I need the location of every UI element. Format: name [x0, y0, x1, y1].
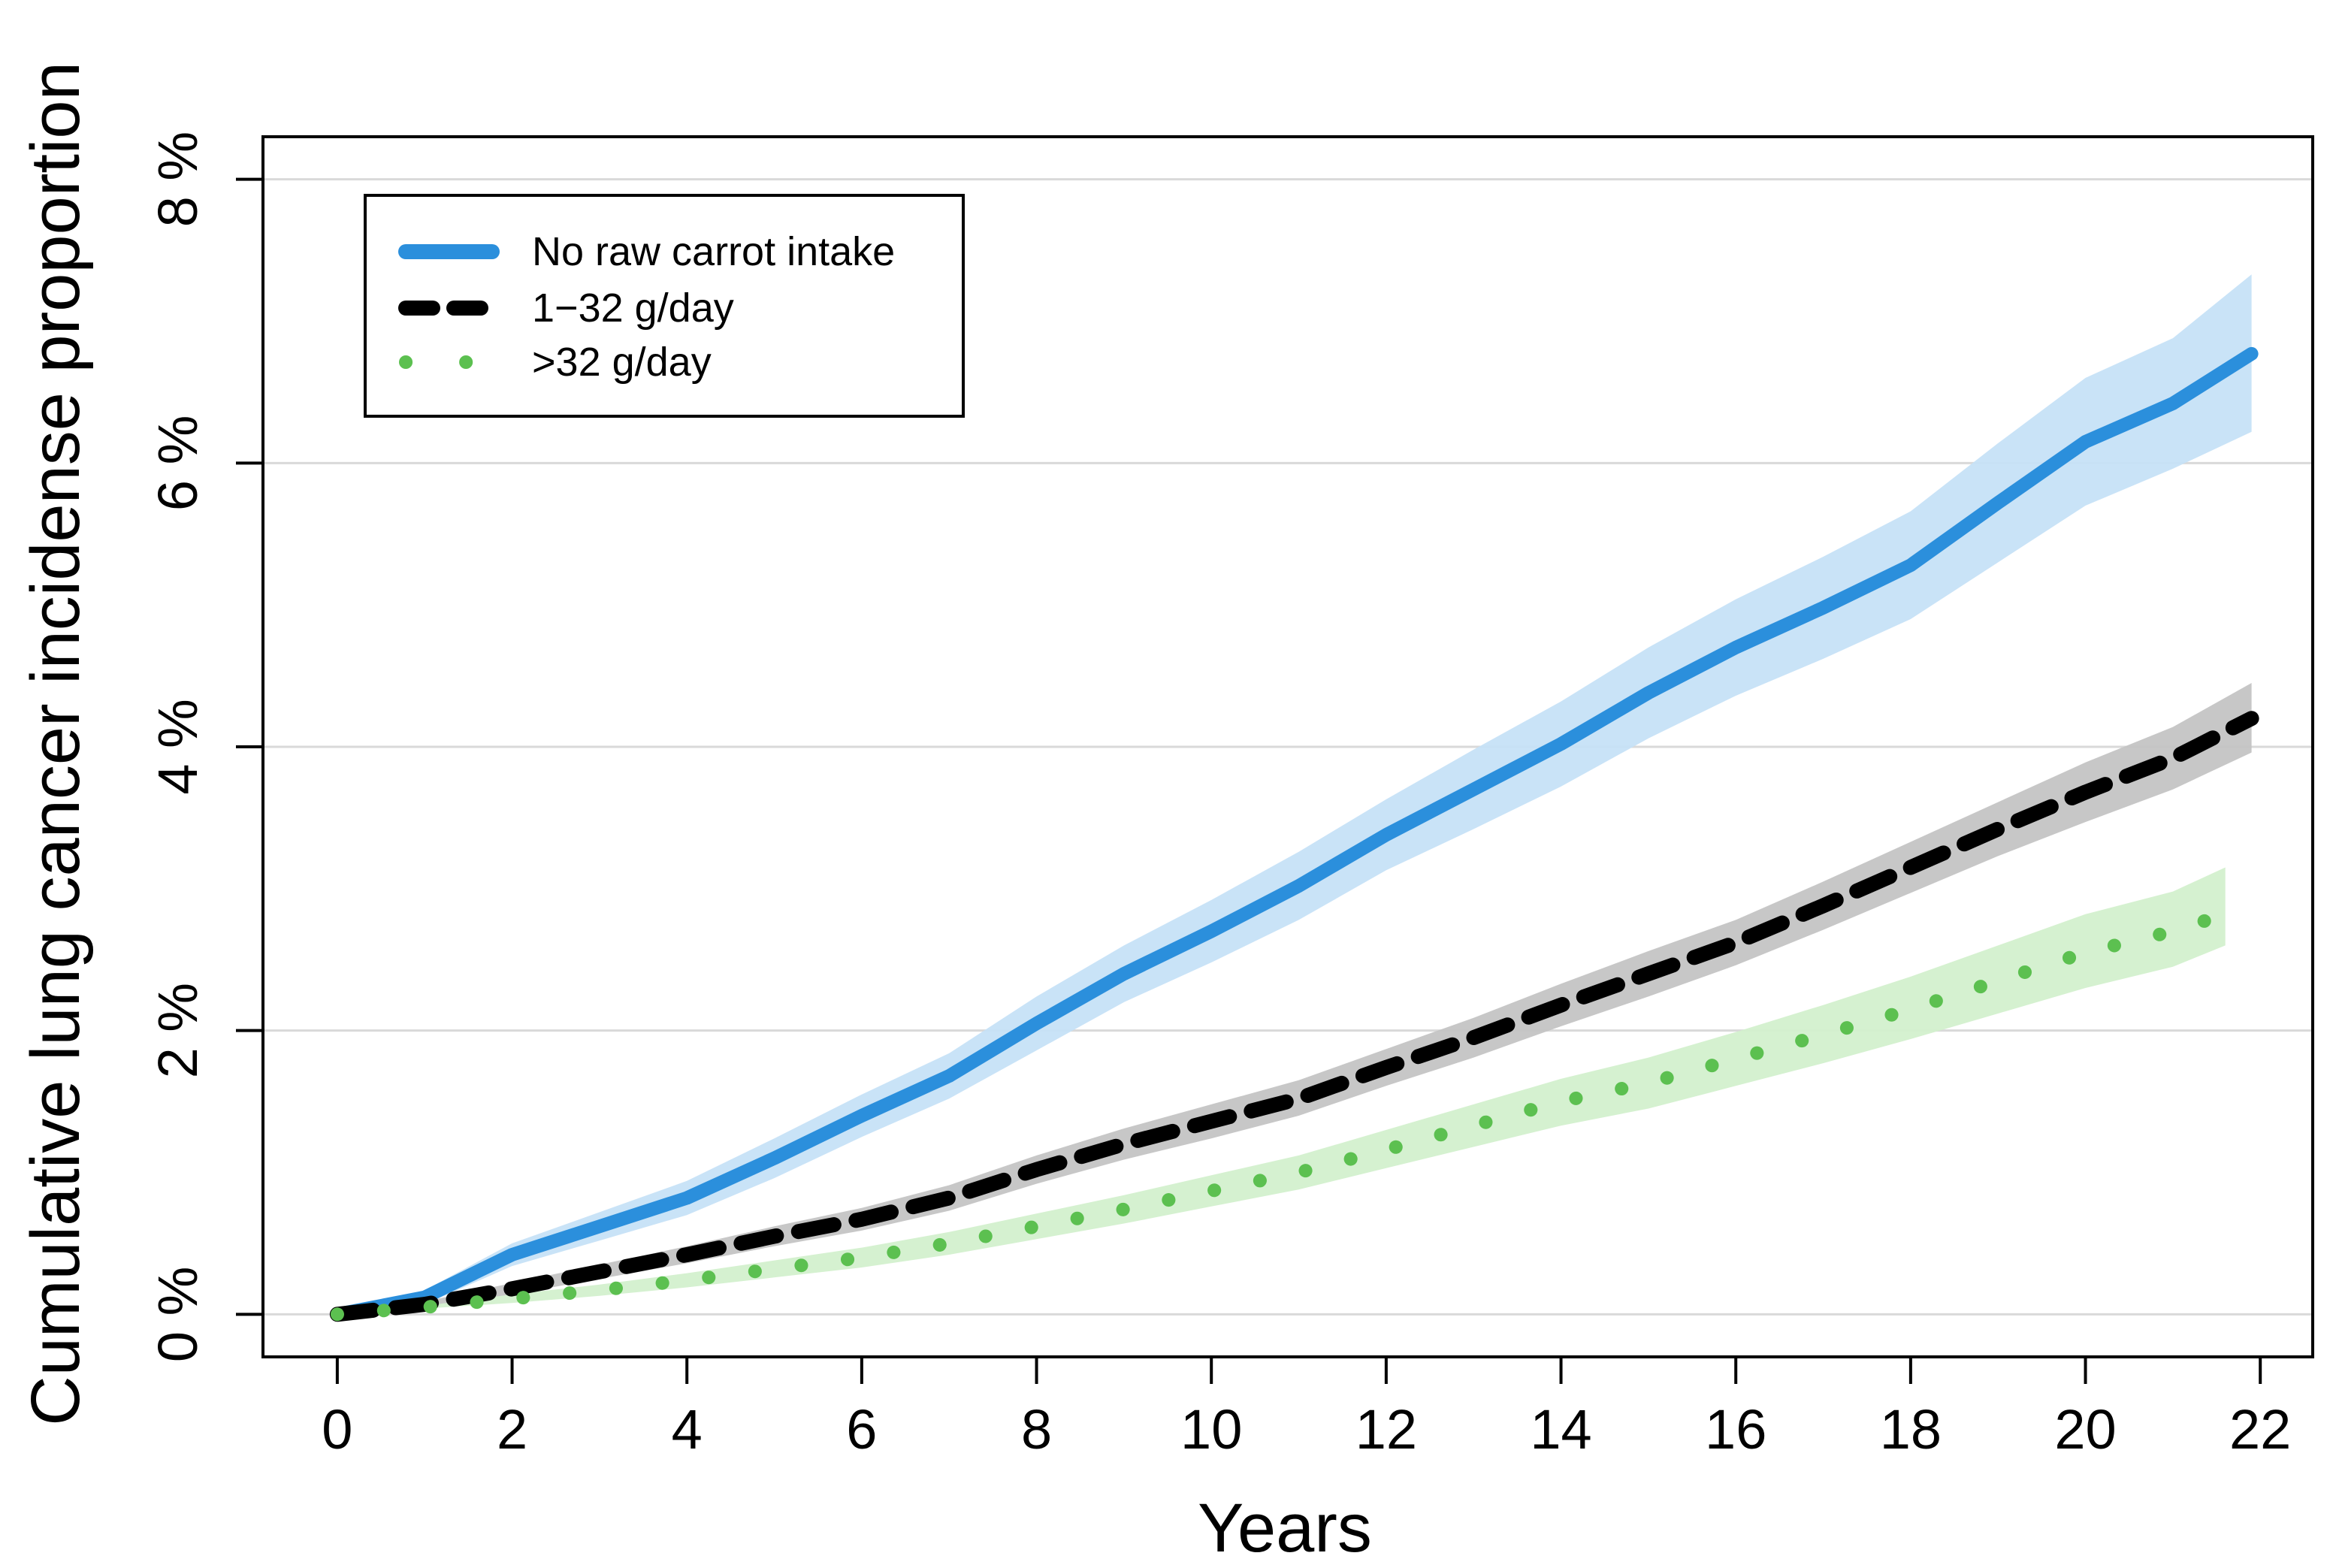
- x-axis-ticks: 0 2 4 6 8 10 12 14 16 18 20 22: [322, 1357, 2291, 1461]
- x-tick-label-1: 2: [497, 1398, 527, 1461]
- x-tick-label-3: 6: [846, 1398, 877, 1461]
- legend-label-over-32: >32 g/day: [532, 340, 712, 385]
- x-tick-label-9: 18: [1880, 1398, 1942, 1461]
- line-series-1: [329, 711, 2259, 1322]
- x-tick-label-0: 0: [322, 1398, 352, 1461]
- y-tick-label-1: 2 %: [147, 983, 209, 1079]
- x-tick-label-7: 14: [1530, 1398, 1591, 1461]
- legend: No raw carrot intake 1−32 g/day >32 g/da…: [364, 194, 965, 418]
- x-tick-label-8: 16: [1705, 1398, 1766, 1461]
- y-tick-label-4: 8 %: [147, 131, 209, 228]
- x-tick-label-5: 10: [1180, 1398, 1242, 1461]
- x-tick-label-4: 8: [1021, 1398, 1052, 1461]
- line-series-2: [330, 907, 2232, 1322]
- x-tick-label-10: 20: [2054, 1398, 2116, 1461]
- y-axis-title: Cumulative lung cancer incidense proport…: [17, 62, 94, 1425]
- series-lines: [329, 346, 2259, 1322]
- line-series-0: [330, 346, 2259, 1322]
- legend-label-1-32: 1−32 g/day: [532, 286, 734, 331]
- y-tick-label-3: 6 %: [147, 415, 209, 512]
- legend-label-no-raw-carrot: No raw carrot intake: [532, 229, 895, 274]
- gridlines: [263, 178, 2313, 1316]
- y-axis-ticks: 0 % 2 % 4 % 6 % 8 %: [147, 131, 263, 1362]
- x-tick-label-11: 22: [2229, 1398, 2291, 1461]
- x-tick-label-2: 4: [672, 1398, 703, 1461]
- x-axis-title: Years: [1198, 1490, 1372, 1564]
- y-tick-label-0: 0 %: [147, 1267, 209, 1363]
- y-tick-label-2: 4 %: [147, 699, 209, 795]
- x-tick-label-6: 12: [1355, 1398, 1417, 1461]
